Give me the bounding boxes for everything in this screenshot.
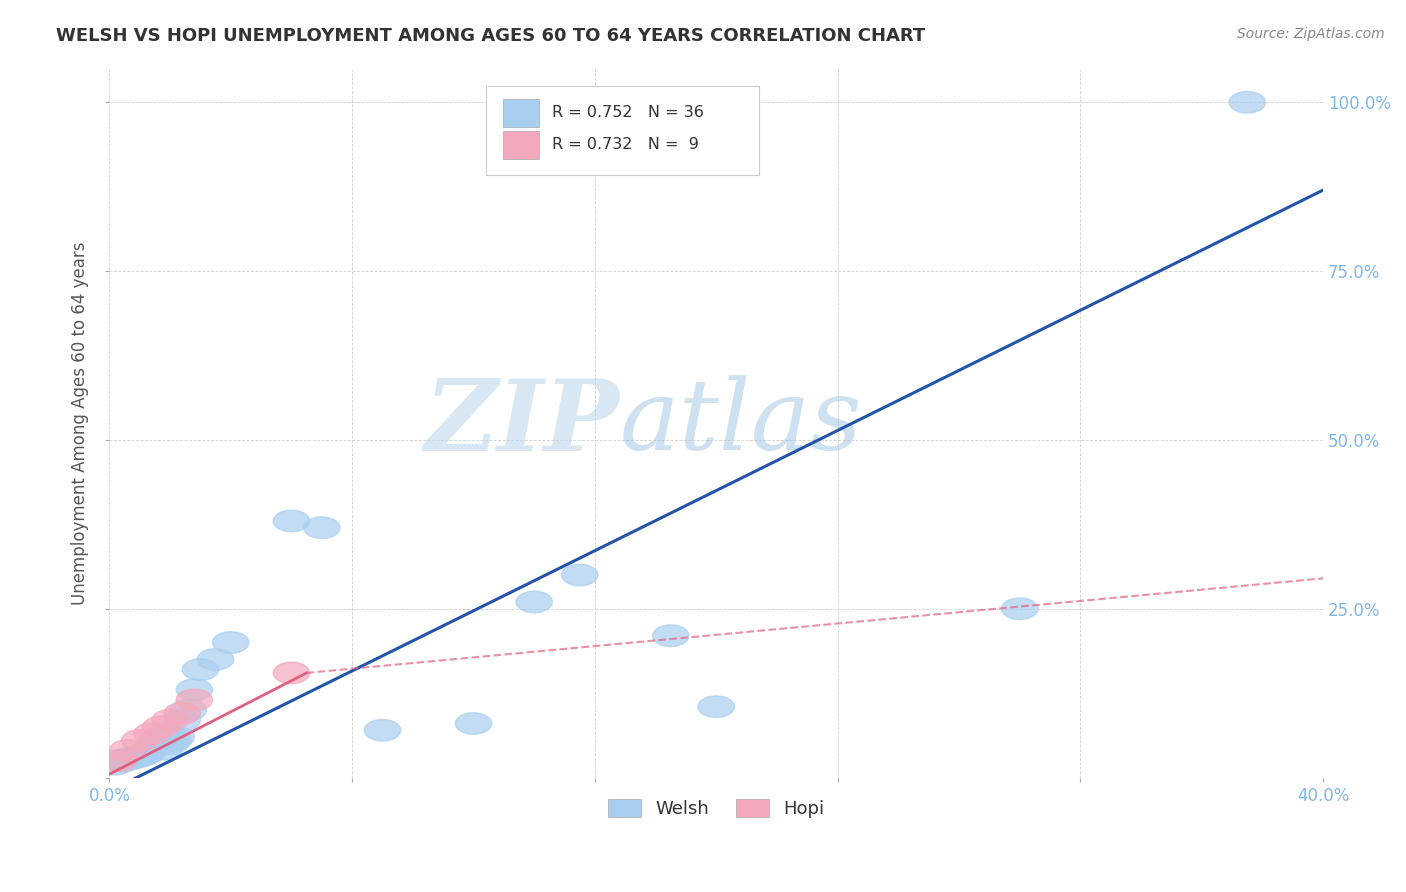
Text: R = 0.732   N =  9: R = 0.732 N = 9 bbox=[553, 136, 699, 152]
Ellipse shape bbox=[273, 510, 309, 532]
Ellipse shape bbox=[143, 726, 179, 747]
Ellipse shape bbox=[112, 747, 149, 770]
Text: R = 0.752   N = 36: R = 0.752 N = 36 bbox=[553, 105, 704, 120]
Ellipse shape bbox=[134, 737, 170, 758]
Ellipse shape bbox=[125, 745, 160, 766]
Ellipse shape bbox=[183, 658, 218, 681]
Ellipse shape bbox=[170, 699, 207, 721]
Ellipse shape bbox=[146, 739, 183, 760]
Ellipse shape bbox=[155, 730, 191, 751]
Ellipse shape bbox=[212, 632, 249, 653]
Ellipse shape bbox=[516, 591, 553, 613]
Ellipse shape bbox=[273, 662, 309, 683]
Ellipse shape bbox=[118, 747, 155, 768]
Y-axis label: Unemployment Among Ages 60 to 64 years: Unemployment Among Ages 60 to 64 years bbox=[72, 242, 89, 605]
FancyBboxPatch shape bbox=[502, 131, 538, 160]
Ellipse shape bbox=[128, 743, 165, 764]
Ellipse shape bbox=[1001, 598, 1038, 620]
Ellipse shape bbox=[136, 733, 173, 755]
Ellipse shape bbox=[110, 747, 146, 770]
Ellipse shape bbox=[110, 739, 146, 762]
Ellipse shape bbox=[139, 730, 176, 751]
FancyBboxPatch shape bbox=[502, 99, 538, 128]
Ellipse shape bbox=[176, 690, 212, 711]
Ellipse shape bbox=[165, 703, 201, 724]
Ellipse shape bbox=[697, 696, 734, 717]
Ellipse shape bbox=[165, 709, 201, 731]
Ellipse shape bbox=[304, 516, 340, 539]
Ellipse shape bbox=[107, 750, 143, 772]
Ellipse shape bbox=[152, 733, 188, 755]
Ellipse shape bbox=[131, 739, 167, 762]
Ellipse shape bbox=[1229, 92, 1265, 113]
Ellipse shape bbox=[364, 720, 401, 741]
Ellipse shape bbox=[152, 709, 188, 731]
FancyBboxPatch shape bbox=[485, 87, 759, 175]
Legend: Welsh, Hopi: Welsh, Hopi bbox=[602, 791, 831, 825]
Ellipse shape bbox=[97, 753, 134, 775]
Ellipse shape bbox=[103, 750, 139, 772]
Ellipse shape bbox=[115, 747, 152, 768]
Ellipse shape bbox=[121, 730, 157, 751]
Text: Source: ZipAtlas.com: Source: ZipAtlas.com bbox=[1237, 27, 1385, 41]
Text: atlas: atlas bbox=[619, 376, 862, 471]
Text: WELSH VS HOPI UNEMPLOYMENT AMONG AGES 60 TO 64 YEARS CORRELATION CHART: WELSH VS HOPI UNEMPLOYMENT AMONG AGES 60… bbox=[56, 27, 925, 45]
Ellipse shape bbox=[176, 679, 212, 700]
Ellipse shape bbox=[121, 745, 157, 766]
Ellipse shape bbox=[652, 625, 689, 647]
Ellipse shape bbox=[157, 726, 194, 747]
Ellipse shape bbox=[456, 713, 492, 734]
Ellipse shape bbox=[134, 723, 170, 745]
Ellipse shape bbox=[561, 564, 598, 586]
Text: ZIP: ZIP bbox=[425, 375, 619, 471]
Ellipse shape bbox=[197, 648, 233, 670]
Ellipse shape bbox=[143, 716, 179, 738]
Ellipse shape bbox=[100, 750, 136, 772]
Ellipse shape bbox=[149, 723, 186, 745]
